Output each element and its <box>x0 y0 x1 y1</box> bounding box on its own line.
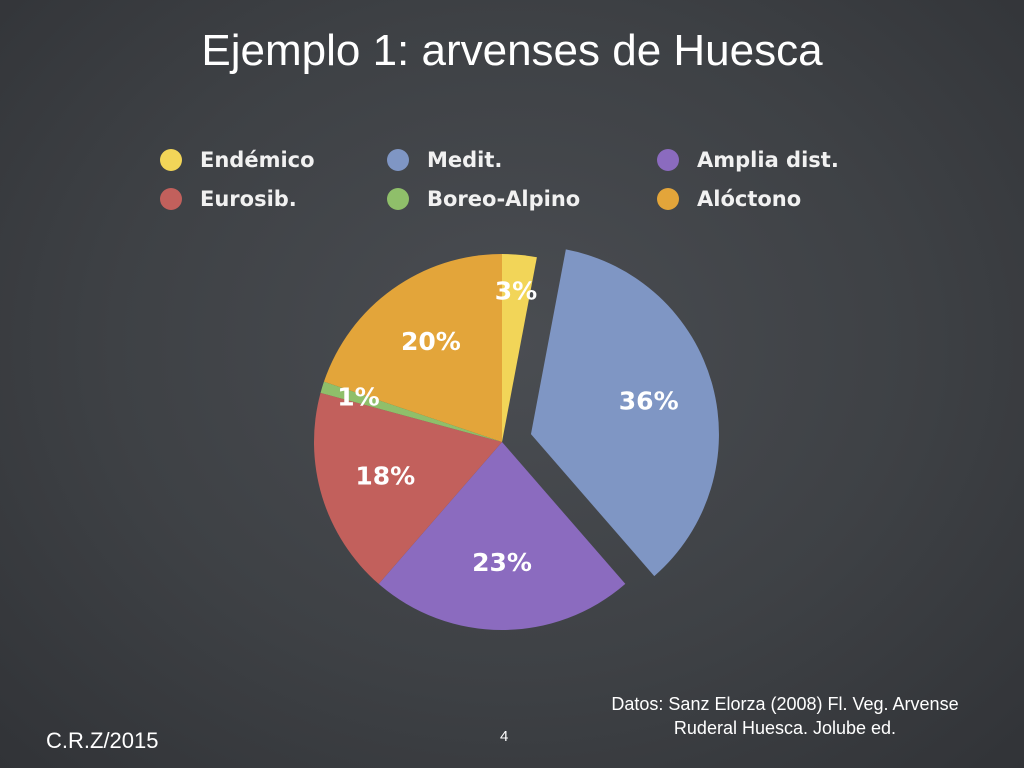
legend-label: Medit. <box>427 148 503 172</box>
chart-legend: Endémico Medit. Amplia dist. Eurosib. Bo… <box>160 145 880 225</box>
legend-label: Amplia dist. <box>697 148 839 172</box>
slice-label-3: 18% <box>355 462 415 491</box>
legend-item-amplia: Amplia dist. <box>657 145 839 175</box>
source-line-2: Ruderal Huesca. Jolube ed. <box>673 718 897 738</box>
slice-label-0: 3% <box>495 277 537 306</box>
legend-swatch <box>160 149 182 171</box>
slide-title: Ejemplo 1: arvenses de Huesca <box>201 26 823 75</box>
slice-label-4: 1% <box>337 382 379 411</box>
legend-item-aloctono: Alóctono <box>657 184 801 214</box>
legend-swatch <box>387 188 409 210</box>
slice-label-1: 36% <box>619 386 679 415</box>
slice-label-2: 23% <box>472 548 532 577</box>
legend-label: Boreo-Alpino <box>427 187 581 211</box>
author-credit: C.R.Z/2015 <box>46 728 159 753</box>
legend-label: Alóctono <box>697 187 802 211</box>
legend-swatch <box>657 149 679 171</box>
legend-swatch <box>160 188 182 210</box>
legend-label: Endémico <box>200 148 315 172</box>
data-source: Datos: Sanz Elorza (2008) Fl. Veg. Arven… <box>570 692 1000 740</box>
legend-swatch <box>657 188 679 210</box>
legend-item-eurosib: Eurosib. <box>160 184 297 214</box>
pie-slice-amplia-dist- <box>378 442 626 630</box>
pie-slice-alóctono <box>323 254 502 442</box>
pie-slice-eurosib- <box>314 392 502 584</box>
legend-item-boreo-alpino: Boreo-Alpino <box>387 184 580 214</box>
legend-item-endemico: Endémico <box>160 145 315 175</box>
pie-slice-boreo-alpino <box>320 381 502 442</box>
legend-item-medit: Medit. <box>387 145 502 175</box>
pie-slice-medit- <box>530 249 719 577</box>
source-line-1: Datos: Sanz Elorza (2008) Fl. Veg. Arven… <box>611 694 959 714</box>
legend-swatch <box>387 149 409 171</box>
page-number: 4 <box>500 728 509 745</box>
slice-label-5: 20% <box>401 327 461 356</box>
pie-slice-endémico <box>502 254 537 442</box>
legend-label: Eurosib. <box>200 187 297 211</box>
